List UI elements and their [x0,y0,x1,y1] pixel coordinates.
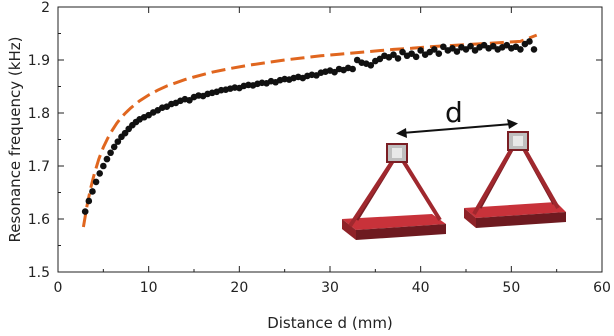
data-point [114,138,122,145]
y-tick-label: 1.7 [28,159,50,175]
data-point [110,143,118,151]
model-curve [81,33,538,228]
y-axis-title: Resonance frequency (kHz) [6,37,24,243]
data-point [96,170,104,177]
x-tick-label: 30 [321,280,339,296]
data-point [390,51,397,58]
arrow-head-right [507,119,518,129]
left-block-top [342,214,446,230]
distance-label: d [445,96,463,129]
right-cube-face [513,136,523,146]
data-point [440,43,447,51]
x-tick-label: 40 [412,280,430,296]
data-point [530,46,538,53]
right-leg-front [472,148,513,216]
x-tick-label: 50 [502,280,520,296]
resonator-illustration: d [342,96,566,240]
data-point [81,208,89,215]
data-point [92,178,100,186]
data-point [367,62,375,69]
right-block-top [464,202,566,218]
data-point [526,38,533,45]
left-leg-front2 [402,160,442,222]
right-block-front [476,212,566,228]
right-block-side [464,208,476,228]
data-point [412,53,420,61]
data-point [349,65,356,73]
left-leg-front [348,160,394,228]
data-point [417,47,424,54]
data-point [89,188,96,195]
distance-arrow [396,119,518,138]
left-cube-face [392,148,402,158]
data-point [85,197,93,205]
data-point [453,48,461,55]
left-block-side [342,219,356,240]
left-block-front [356,224,446,240]
data-point [430,46,438,53]
y-tick-label: 2 [41,0,50,16]
arrow-head-left [396,128,407,138]
x-tick-label: 0 [54,280,63,296]
data-point [394,55,402,62]
x-tick-label: 10 [140,280,158,296]
data-point [467,42,474,50]
data-point [100,162,107,170]
left-resonator [342,143,446,240]
data-point [103,155,111,163]
data-point [399,48,406,56]
right-leg-front2 [523,149,560,209]
data-point [107,149,114,157]
right-resonator [464,131,566,228]
y-tick-label: 1.8 [28,106,50,122]
data-point [517,46,524,53]
y-tick-label: 1.5 [28,265,50,281]
y-tick-label: 1.9 [28,53,50,69]
plot-area: 0 10 20 30 40 50 60 1.5 1.6 1.7 1.8 1.9 2 Distance d … [6,0,611,332]
x-tick-label: 60 [593,280,611,296]
y-tick-label: 1.6 [28,212,50,228]
x-tick-label: 20 [230,280,248,296]
data-point [435,50,443,57]
x-axis-title: Distance d (mm) [267,314,393,332]
